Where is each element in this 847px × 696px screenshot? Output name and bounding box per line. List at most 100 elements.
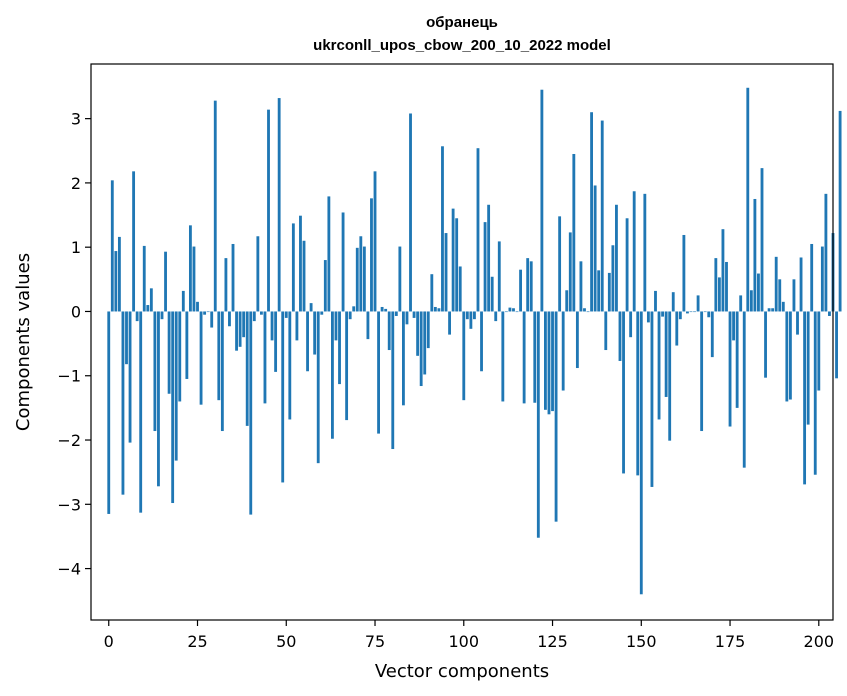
bar	[469, 311, 473, 329]
bar	[732, 311, 736, 341]
bar	[323, 260, 327, 312]
bar	[373, 171, 377, 312]
bar	[377, 311, 380, 434]
bar	[256, 236, 260, 312]
bar	[540, 89, 544, 312]
y-tick-label: −3	[57, 495, 81, 514]
bar	[178, 311, 182, 402]
bar	[441, 146, 444, 312]
bar	[512, 308, 515, 312]
bar	[164, 251, 167, 312]
x-axis-label: Vector components	[375, 661, 549, 682]
bar	[575, 311, 579, 369]
bar	[813, 311, 817, 475]
bar	[554, 311, 558, 522]
bar	[366, 311, 370, 340]
bar	[668, 311, 672, 441]
bar	[639, 311, 643, 595]
bar	[451, 208, 455, 312]
bar	[306, 311, 309, 372]
bar	[423, 311, 427, 375]
bar	[487, 204, 491, 312]
bar	[295, 311, 299, 341]
x-tick-label: 150	[626, 632, 657, 651]
bar	[654, 290, 657, 312]
bar	[398, 246, 402, 312]
bar	[348, 311, 352, 320]
bar	[125, 311, 128, 365]
bar	[728, 311, 732, 427]
bar	[646, 311, 650, 323]
bar	[110, 180, 114, 312]
bar	[217, 311, 221, 401]
bar	[117, 236, 121, 312]
bar	[334, 311, 338, 341]
bar	[618, 311, 622, 361]
bar	[228, 311, 231, 327]
bar	[838, 110, 842, 312]
bar	[338, 311, 341, 385]
bar	[693, 311, 696, 313]
bar	[568, 232, 572, 312]
bar	[387, 311, 391, 351]
bar	[160, 311, 164, 320]
bar	[299, 215, 302, 312]
bar	[497, 241, 501, 312]
bar	[828, 311, 831, 316]
bar	[188, 225, 192, 312]
bar	[277, 98, 281, 312]
bar	[806, 311, 810, 425]
chart-title-line-1: обранець	[426, 14, 498, 31]
bar	[455, 218, 459, 312]
bar	[146, 305, 150, 312]
bar	[284, 311, 288, 318]
bar	[416, 311, 420, 356]
bar	[586, 311, 590, 313]
bar	[192, 246, 196, 312]
bar	[785, 311, 789, 402]
bar	[114, 251, 118, 312]
bar	[263, 311, 267, 404]
bar	[558, 216, 562, 312]
bar	[544, 311, 547, 410]
bar	[636, 311, 640, 476]
bar	[128, 311, 132, 443]
bar	[657, 311, 661, 420]
y-tick-label: 0	[71, 302, 81, 321]
bar	[661, 311, 665, 317]
bar	[796, 311, 799, 335]
x-tick-label: 100	[449, 632, 480, 651]
bar	[185, 311, 189, 379]
bar	[810, 243, 814, 312]
bar	[710, 311, 714, 358]
bar	[504, 311, 508, 313]
bar	[331, 311, 334, 439]
bar	[270, 311, 274, 341]
bar	[426, 311, 430, 349]
bar	[437, 308, 441, 312]
chart-title-line-2: ukrconll_upos_cbow_200_10_2022 model	[313, 37, 611, 54]
bar	[678, 311, 682, 320]
bar	[362, 246, 366, 312]
bar	[107, 311, 111, 514]
bar	[181, 290, 185, 312]
bar	[671, 292, 675, 312]
bar	[235, 311, 238, 351]
bar	[132, 171, 136, 312]
bar	[629, 311, 633, 338]
bar	[707, 311, 711, 318]
bar	[153, 311, 157, 432]
bar	[320, 311, 324, 315]
bar	[799, 257, 803, 312]
bar	[352, 306, 356, 312]
bar	[206, 311, 210, 313]
y-tick-label: −1	[57, 367, 81, 386]
bar	[501, 311, 505, 402]
bar	[167, 311, 171, 394]
bar	[590, 112, 593, 312]
bar	[824, 193, 828, 312]
bar	[135, 311, 139, 322]
bar	[760, 168, 764, 312]
bar	[746, 87, 750, 312]
